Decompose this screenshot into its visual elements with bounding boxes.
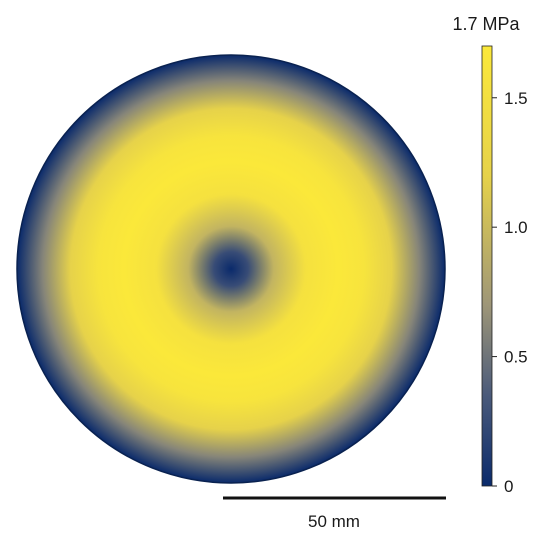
stress-disc-outline — [16, 54, 446, 484]
stress-disc-group — [16, 54, 446, 484]
scale-bar-label: 50 mm — [308, 512, 360, 531]
stress-disc — [17, 55, 445, 483]
colorbar-tick-label: 1.0 — [504, 218, 528, 237]
colorbar-ticks: 0 0.5 1.0 1.5 — [492, 89, 528, 496]
scale-bar: 50 mm — [223, 496, 446, 531]
colorbar-tick-label: 0.5 — [504, 348, 528, 367]
colorbar-scale — [481, 45, 493, 487]
colorbar-unit-label: 1.7 MPa — [452, 14, 520, 34]
colorbar-tick-label: 1.5 — [504, 89, 528, 108]
colorbar: 1.7 MPa 0 0.5 1.0 1.5 — [452, 14, 527, 496]
colorbar-tick-label: 0 — [504, 477, 513, 496]
